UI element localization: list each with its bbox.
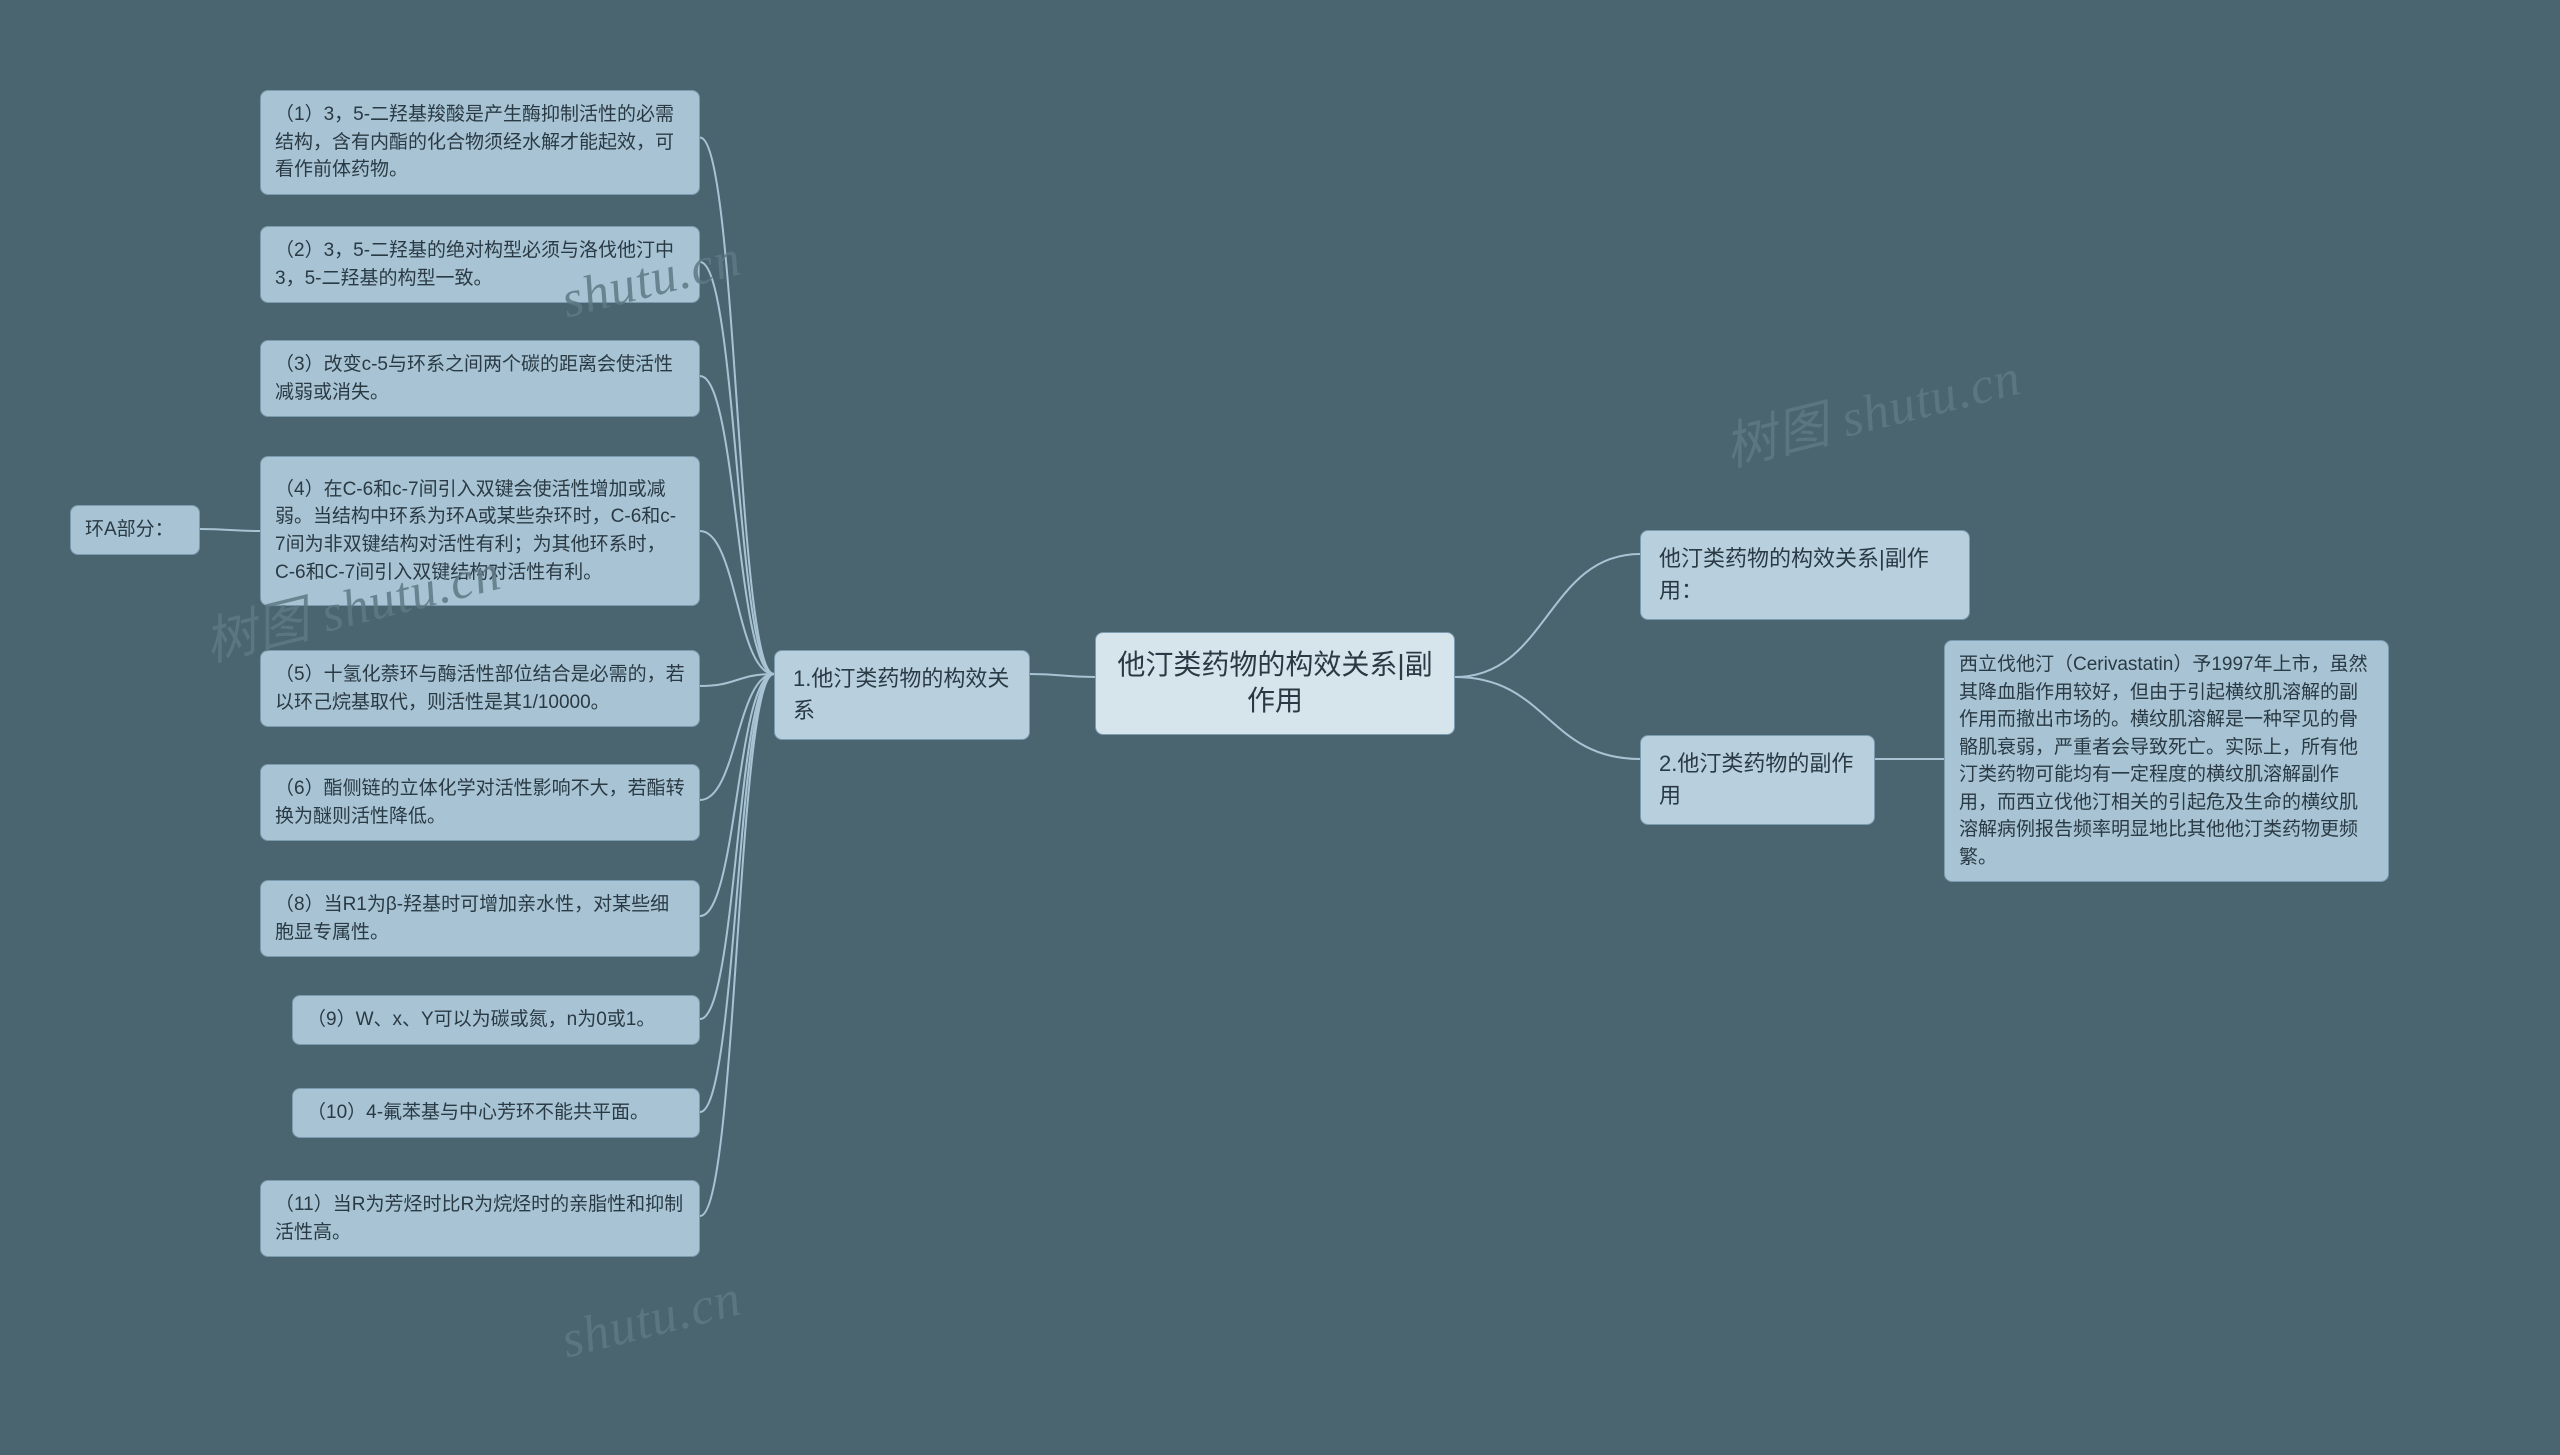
leaf-node-ringA[interactable]: 环A部分： bbox=[70, 505, 200, 555]
leaf-node-l3[interactable]: （3）改变c-5与环系之间两个碳的距离会使活性减弱或消失。 bbox=[260, 340, 700, 417]
leaf-node-l7[interactable]: （8）当R1为β-羟基时可增加亲水性，对某些细胞显专属性。 bbox=[260, 880, 700, 957]
leaf-node-l5[interactable]: （5）十氢化萘环与酶活性部位结合是必需的，若以环己烷基取代，则活性是其1/100… bbox=[260, 650, 700, 727]
left-branch-node[interactable]: 1.他汀类药物的构效关系 bbox=[774, 650, 1030, 740]
leaf-node-l1[interactable]: （1）3，5-二羟基羧酸是产生酶抑制活性的必需结构，含有内酯的化合物须经水解才能… bbox=[260, 90, 700, 195]
leaf-node-l8[interactable]: （9）W、x、Y可以为碳或氮，n为0或1。 bbox=[292, 995, 700, 1045]
leaf-node-l9[interactable]: （10）4-氟苯基与中心芳环不能共平面。 bbox=[292, 1088, 700, 1138]
leaf-node-l2[interactable]: （2）3，5-二羟基的绝对构型必须与洛伐他汀中3，5-二羟基的构型一致。 bbox=[260, 226, 700, 303]
right-branch-2[interactable]: 2.他汀类药物的副作用 bbox=[1640, 735, 1875, 825]
watermark-4: shutu.cn bbox=[556, 1269, 748, 1370]
right-branch-1[interactable]: 他汀类药物的构效关系|副作用： bbox=[1640, 530, 1970, 620]
mindmap-canvas: 他汀类药物的构效关系|副作用 1.他汀类药物的构效关系 （1）3，5-二羟基羧酸… bbox=[0, 0, 2560, 1455]
watermark-1: 树图 shutu.cn bbox=[1715, 334, 2027, 480]
leaf-node-r2c[interactable]: 西立伐他汀（Cerivastatin）予1997年上市，虽然其降血脂作用较好，但… bbox=[1944, 640, 2389, 882]
leaf-node-l4[interactable]: （4）在C-6和c-7间引入双键会使活性增加或减弱。当结构中环系为环A或某些杂环… bbox=[260, 456, 700, 606]
leaf-node-l10[interactable]: （11）当R为芳烃时比R为烷烃时的亲脂性和抑制活性高。 bbox=[260, 1180, 700, 1257]
leaf-node-l6[interactable]: （6）酯侧链的立体化学对活性影响不大，若酯转换为醚则活性降低。 bbox=[260, 764, 700, 841]
root-node[interactable]: 他汀类药物的构效关系|副作用 bbox=[1095, 632, 1455, 735]
